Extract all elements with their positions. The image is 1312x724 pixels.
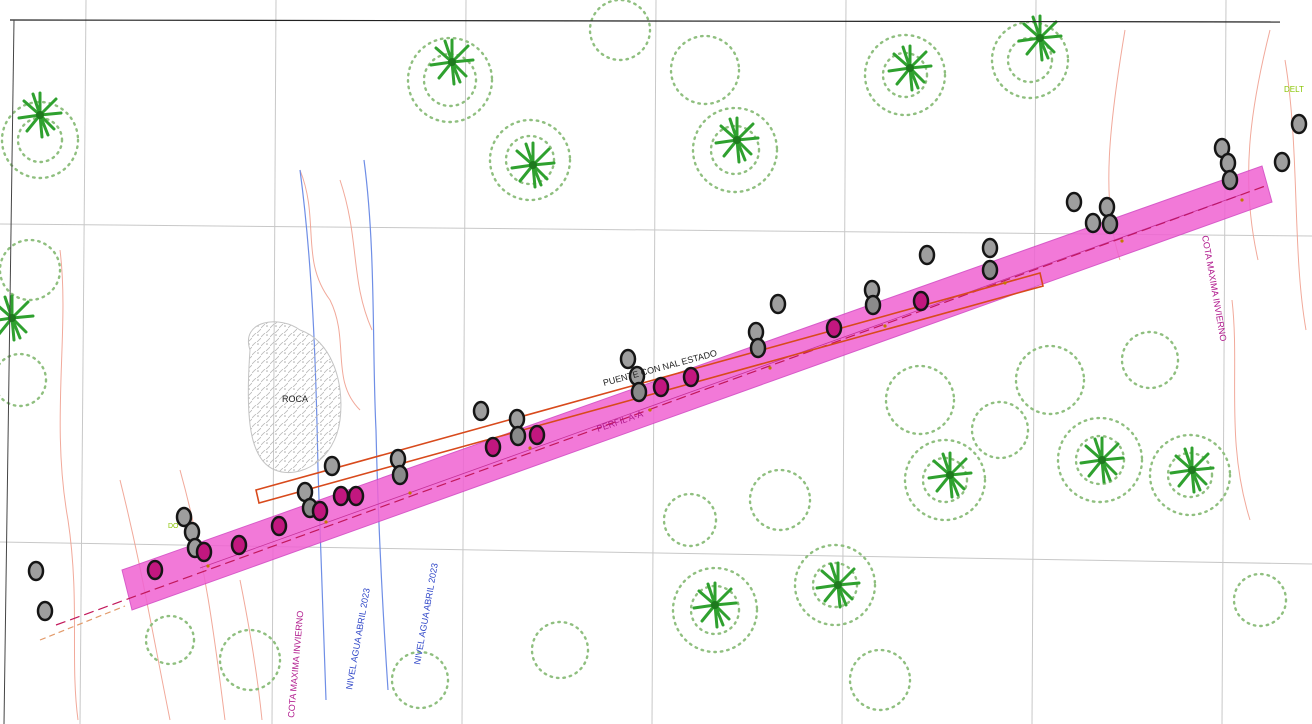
- survey-point-icon: [769, 293, 787, 315]
- survey-point-icon: [472, 400, 490, 422]
- survey-point-icon: [619, 348, 637, 370]
- do-label: DO: [168, 523, 179, 530]
- survey-point-icon: [981, 237, 999, 259]
- survey-point-icon: [1101, 213, 1119, 235]
- shrub-clusters: [0, 0, 1288, 712]
- survey-point-icon: [509, 425, 527, 447]
- survey-point-icon: [175, 506, 193, 528]
- survey-point-icon: [1219, 152, 1237, 174]
- station-ticks: [206, 198, 1244, 568]
- survey-point-icon: [749, 337, 767, 359]
- survey-point-icon: [918, 244, 936, 266]
- survey-point-icon: [981, 259, 999, 281]
- survey-point-icon: [864, 294, 882, 316]
- survey-point-icon: [484, 436, 502, 458]
- survey-point-icon: [912, 290, 930, 312]
- survey-point-icon: [311, 500, 329, 522]
- survey-point-icon: [1065, 191, 1083, 213]
- survey-point-icon: [391, 464, 409, 486]
- bridge-outline: [255, 272, 1044, 504]
- survey-point-icon: [195, 541, 213, 563]
- survey-point-icon: [682, 366, 700, 388]
- survey-point-icon: [270, 515, 288, 537]
- survey-point-icon: [825, 317, 843, 339]
- survey-point-icon: [630, 381, 648, 403]
- survey-point-icon: [323, 455, 341, 477]
- survey-point-icon: [1290, 113, 1308, 135]
- survey-point-icon: [230, 534, 248, 556]
- rock-label: ROCA: [282, 394, 308, 404]
- survey-point-icon: [332, 485, 350, 507]
- survey-point-icon: [347, 485, 365, 507]
- survey-point-icon: [36, 600, 54, 622]
- survey-point-icon: [1084, 212, 1102, 234]
- survey-point-icon: [652, 376, 670, 398]
- rock-area: [247, 321, 342, 474]
- water-level-lines: [299, 159, 389, 701]
- survey-point-icon: [1098, 196, 1116, 218]
- survey-point-icon: [27, 560, 45, 582]
- survey-point-icon: [1221, 169, 1239, 191]
- survey-points: [27, 113, 1308, 622]
- survey-point-icon: [146, 559, 164, 581]
- delta-label: DELT: [1284, 85, 1304, 94]
- survey-point-icon: [1273, 151, 1291, 173]
- survey-point-icon: [528, 424, 546, 446]
- contour-lines: [59, 29, 1307, 721]
- survey-point-icon: [508, 408, 526, 430]
